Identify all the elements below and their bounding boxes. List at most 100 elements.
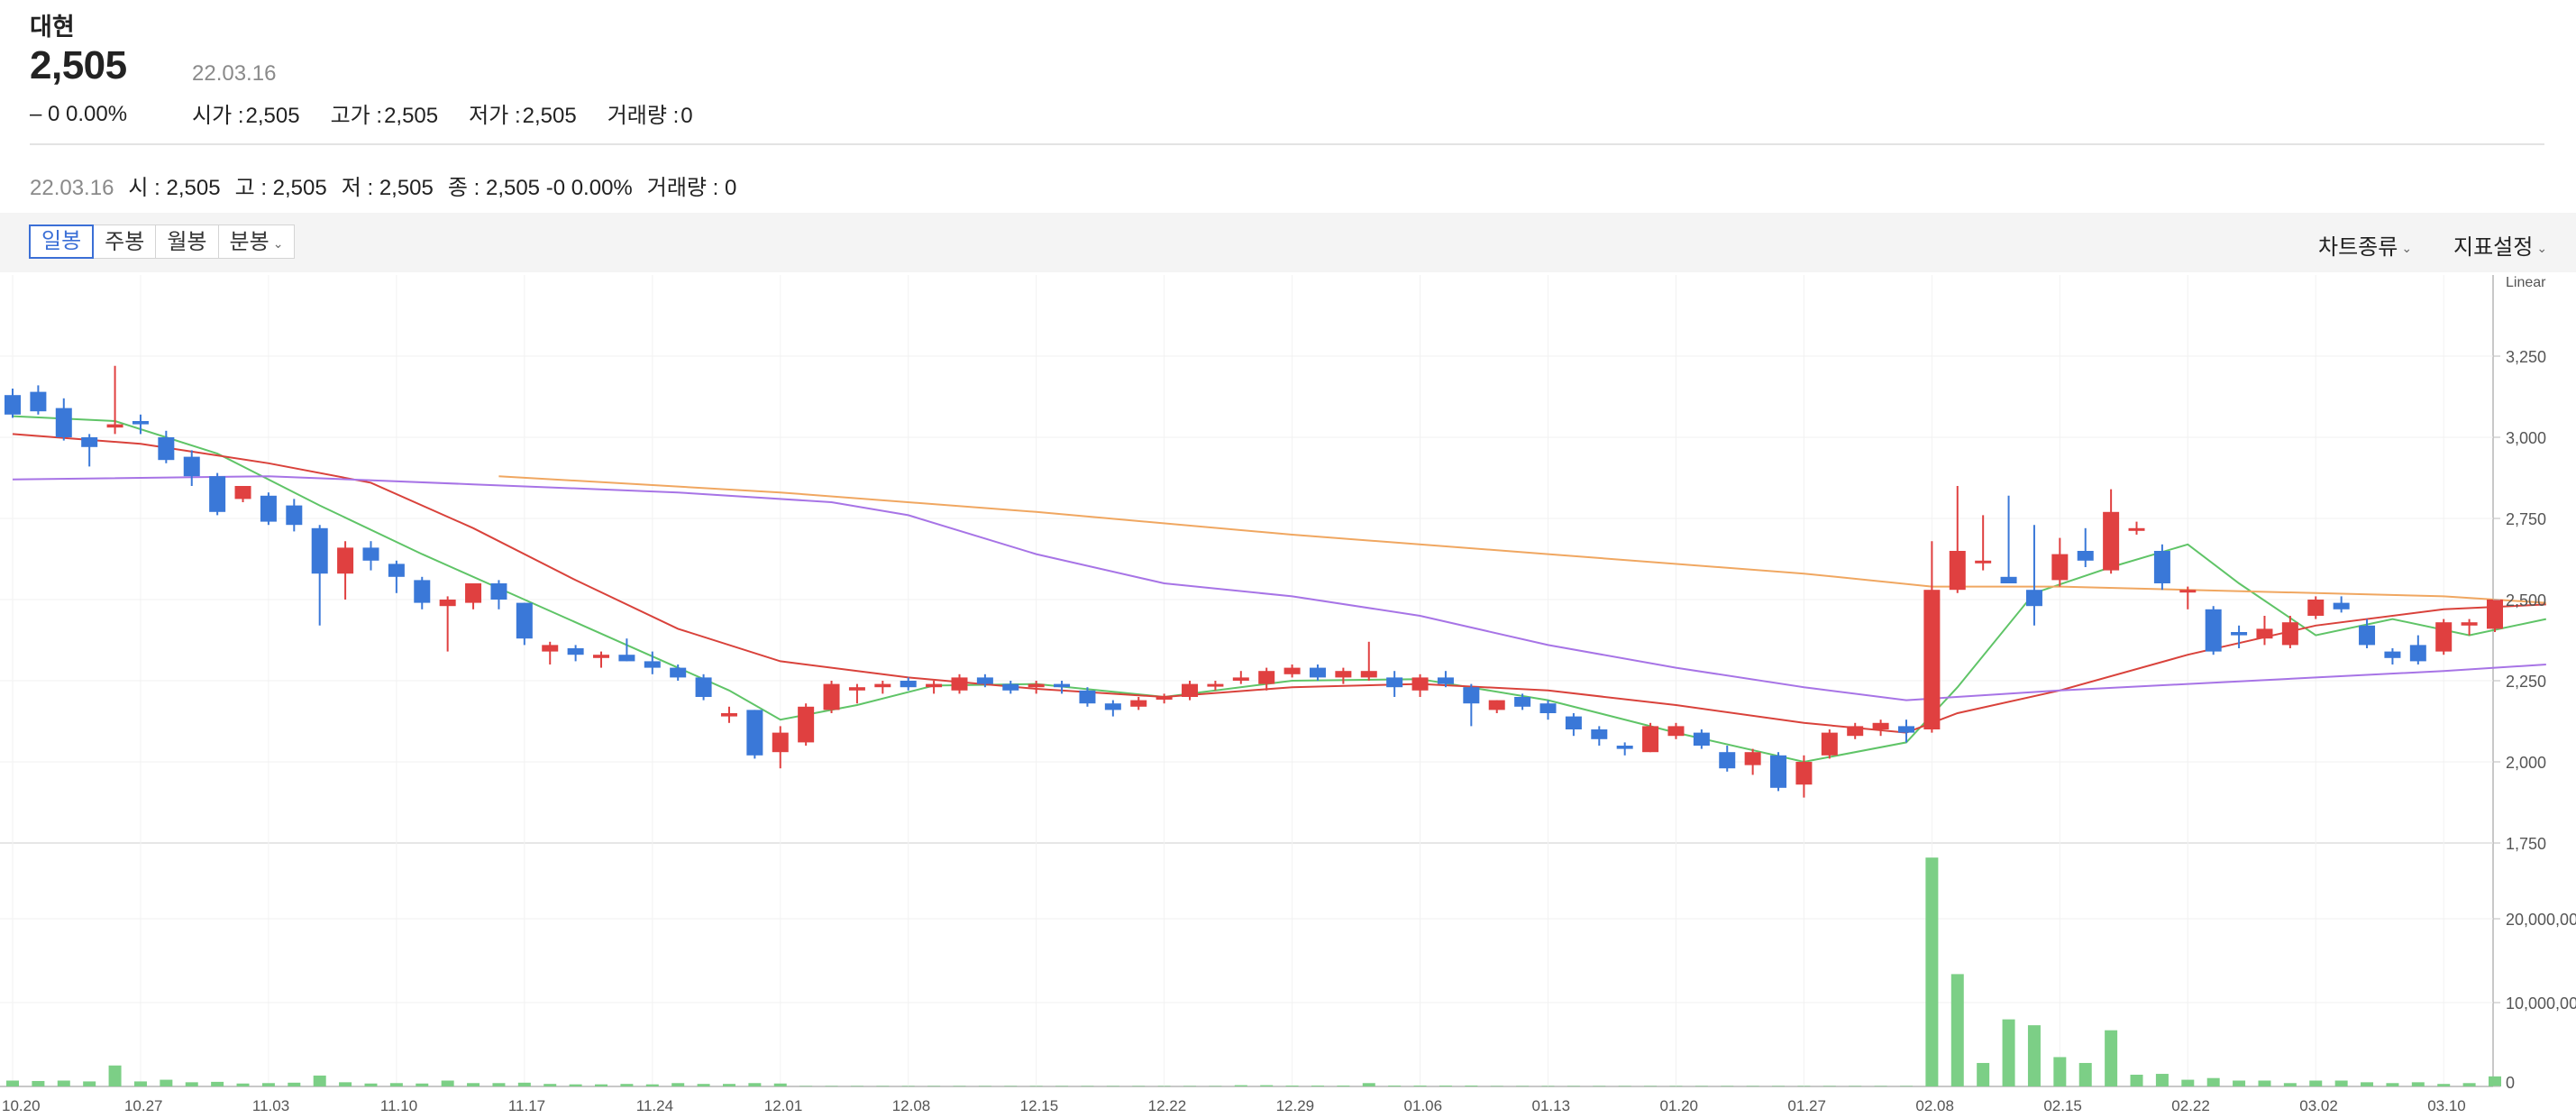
candle-body (1258, 671, 1275, 684)
candle (1539, 700, 1557, 720)
volume-bar (467, 1083, 480, 1086)
volume-bar (133, 1081, 147, 1086)
period-weekly-button[interactable]: 주봉 (93, 225, 157, 259)
candle-body (1591, 729, 1608, 739)
period-daily-button[interactable]: 일봉 (29, 225, 95, 259)
date-tick-label: 12.15 (1020, 1097, 1059, 1114)
candle (2205, 606, 2222, 655)
candle (1360, 641, 1377, 681)
candle (490, 580, 507, 609)
candle-body (1897, 726, 1914, 733)
volume-bar (901, 1086, 915, 1087)
candle (286, 499, 303, 532)
candle (1028, 681, 1045, 694)
candle (1744, 748, 1761, 775)
candle-body (1309, 667, 1326, 678)
candle (2051, 537, 2069, 587)
date-tick-label: 12.22 (1148, 1097, 1187, 1114)
volume-bar (697, 1084, 710, 1086)
info-low: 저 : 2,505 (341, 176, 434, 200)
candle (2231, 625, 2248, 648)
ohlc-summary: 시가 :2,505 고가 :2,505 저가 :2,505 거래량 :0 (192, 97, 693, 129)
candle (337, 541, 354, 600)
stock-chart[interactable]: 1,750 2,000 2,250 2,500 2,750 3,000 3,250 Linea… (0, 275, 2576, 1118)
date-tick-label: 03.10 (2427, 1097, 2466, 1114)
candle (542, 641, 559, 664)
candle (2077, 527, 2094, 567)
candle-body (2103, 511, 2120, 571)
candle (951, 674, 968, 694)
ma5-line (12, 415, 2547, 764)
volume-bar (2181, 1079, 2195, 1086)
candle (2384, 648, 2401, 664)
volume-bar (1644, 1086, 1658, 1087)
candle-body (1232, 677, 1249, 681)
ma20-line (12, 433, 2546, 734)
candle-body (542, 645, 559, 652)
volume-bar (441, 1080, 454, 1086)
price-tick-label: 3,250 (2506, 348, 2546, 366)
info-volume: 거래량 : 0 (646, 176, 737, 200)
candle (1616, 742, 1633, 756)
volume-bar (927, 1086, 941, 1087)
candle-body (618, 655, 635, 662)
candle (1949, 486, 1966, 593)
candle (234, 486, 251, 502)
volume-bar (389, 1083, 403, 1086)
volume-bar (6, 1080, 19, 1086)
candle-body (1335, 671, 1352, 678)
candle (1386, 671, 1403, 697)
volume-bar (160, 1079, 173, 1086)
volume-bar (1977, 1062, 1990, 1086)
candle (695, 674, 712, 701)
volume-bar (517, 1082, 531, 1086)
date-tick-label: 10.20 (2, 1097, 41, 1114)
candle (823, 681, 840, 713)
volume-bar (544, 1084, 557, 1086)
candle (5, 389, 21, 418)
candle-body (1386, 677, 1403, 688)
divider (30, 143, 2544, 145)
volume-bar (1899, 1086, 1913, 1087)
chart-type-dropdown[interactable]: 차트종류 ⌄ (2318, 235, 2413, 260)
candle (2333, 596, 2350, 613)
volume-bar (645, 1084, 659, 1086)
candle-body (1821, 732, 1838, 756)
indicator-settings-dropdown[interactable]: 지표설정 ⌄ (2453, 235, 2548, 260)
volume-bar (1721, 1086, 1734, 1087)
candle (720, 706, 737, 723)
candle-body (286, 505, 303, 526)
candle (1258, 667, 1275, 691)
candle (900, 677, 917, 691)
candle-body (848, 687, 865, 691)
candle-body (2409, 645, 2426, 662)
candle-body (414, 580, 431, 603)
price-tick-label: 2,250 (2506, 673, 2546, 691)
price-tick-label: 2,500 (2506, 591, 2546, 609)
volume-bar (211, 1081, 224, 1086)
volume-bar (2233, 1080, 2246, 1086)
volume-bar (2361, 1082, 2374, 1086)
candle-body (1028, 683, 1045, 688)
period-minute-button[interactable]: 분봉 ⌄ (217, 225, 296, 259)
candle-body (1667, 726, 1685, 737)
candle (183, 450, 200, 486)
date-tick-label: 03.02 (2299, 1097, 2338, 1114)
candle (1130, 697, 1147, 710)
volume-bar (876, 1086, 890, 1087)
date-tick-label: 11.17 (508, 1097, 545, 1114)
candle (1667, 722, 1685, 739)
candle-body (2461, 622, 2478, 626)
period-monthly-button[interactable]: 월봉 (155, 225, 219, 259)
date-tick-label: 02.22 (2171, 1097, 2210, 1114)
volume-bar (1490, 1086, 1503, 1087)
candle (2307, 596, 2325, 619)
candle-body (81, 437, 98, 447)
candle-body (362, 547, 379, 561)
volume-bar (1567, 1086, 1580, 1087)
candle (30, 385, 47, 415)
volume-bar (2258, 1080, 2271, 1086)
candle (1488, 700, 1505, 713)
volume-bar (32, 1080, 45, 1086)
candle (1821, 729, 1838, 759)
